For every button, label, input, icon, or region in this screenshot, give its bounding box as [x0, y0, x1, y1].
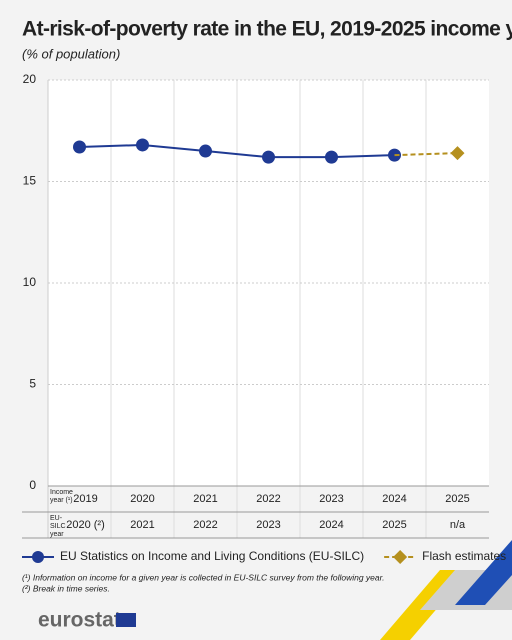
legend-marker [32, 551, 44, 563]
x-tick-label: 2024 [382, 493, 406, 505]
x-tick-label: 2025 [445, 493, 469, 505]
silc-year-label: 2025 [382, 519, 406, 531]
point [450, 146, 465, 161]
x-tick-label: 2019 [73, 493, 97, 505]
series-line [79, 143, 395, 159]
row-header: Income year (¹) [50, 489, 73, 504]
eu-flag [116, 613, 136, 627]
silc-year-label: 2021 [130, 519, 154, 531]
x-tick-label: 2021 [193, 493, 217, 505]
footnote: (²) Break in time series. [22, 583, 110, 593]
decor [455, 540, 512, 605]
point [136, 138, 149, 152]
x-tick-label: 2020 [130, 493, 154, 505]
y-tick-label: 10 [23, 275, 37, 289]
silc-year-label: 2022 [193, 519, 217, 531]
silc-year-label: n/a [450, 519, 466, 531]
legend-label: EU Statistics on Income and Living Condi… [60, 549, 364, 563]
point [73, 140, 86, 154]
silc-year-label: 2023 [256, 519, 280, 531]
logo: eurostat [38, 609, 121, 632]
y-tick-label: 0 [29, 478, 36, 492]
point [262, 150, 275, 164]
y-tick-label: 5 [29, 377, 36, 391]
x-tick-label: 2023 [319, 493, 343, 505]
legend-marker [393, 550, 408, 564]
chart-subtitle: (% of population) [22, 46, 120, 61]
silc-year-label: 2024 [319, 519, 343, 531]
series-line [394, 152, 458, 157]
silc-year-label: 2020 (²) [66, 519, 105, 531]
y-tick-label: 15 [23, 174, 37, 188]
legend-label: Flash estimates [422, 549, 506, 563]
point [325, 150, 338, 164]
footnote: (¹) Information on income for a given ye… [22, 572, 385, 582]
chart-title: At-risk-of-poverty rate in the EU, 2019-… [22, 18, 512, 41]
point [199, 144, 212, 158]
row-header: EU-SILC year [50, 515, 66, 538]
y-tick-label: 20 [23, 72, 37, 86]
x-tick-label: 2022 [256, 493, 280, 505]
